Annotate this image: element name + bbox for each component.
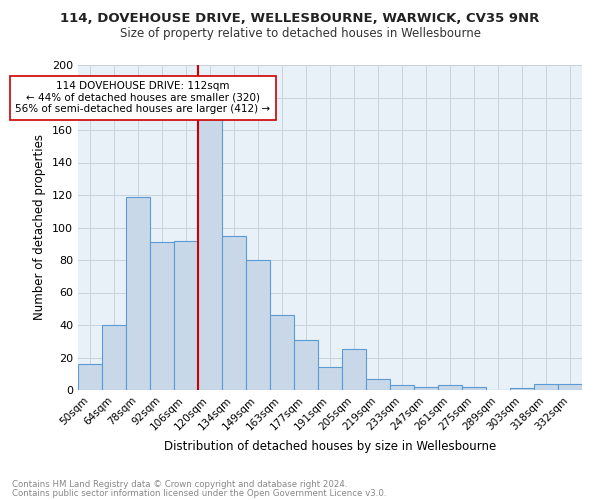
Bar: [150, 242, 174, 390]
Bar: [342, 350, 366, 390]
Y-axis label: Number of detached properties: Number of detached properties: [34, 134, 46, 320]
Text: Size of property relative to detached houses in Wellesbourne: Size of property relative to detached ho…: [119, 28, 481, 40]
Bar: [126, 196, 150, 390]
Bar: [510, 388, 534, 390]
Bar: [318, 367, 342, 390]
Bar: [438, 385, 462, 390]
Bar: [174, 240, 198, 390]
Text: Contains HM Land Registry data © Crown copyright and database right 2024.: Contains HM Land Registry data © Crown c…: [12, 480, 347, 489]
X-axis label: Distribution of detached houses by size in Wellesbourne: Distribution of detached houses by size …: [164, 440, 496, 453]
Text: 114, DOVEHOUSE DRIVE, WELLESBOURNE, WARWICK, CV35 9NR: 114, DOVEHOUSE DRIVE, WELLESBOURNE, WARW…: [61, 12, 539, 26]
Text: 114 DOVEHOUSE DRIVE: 112sqm
← 44% of detached houses are smaller (320)
56% of se: 114 DOVEHOUSE DRIVE: 112sqm ← 44% of det…: [15, 81, 271, 114]
Bar: [534, 384, 558, 390]
Bar: [198, 118, 222, 390]
Bar: [366, 378, 390, 390]
Bar: [294, 340, 318, 390]
Bar: [78, 364, 102, 390]
Bar: [222, 236, 246, 390]
Bar: [102, 325, 126, 390]
Bar: [390, 385, 414, 390]
Bar: [414, 387, 438, 390]
Bar: [462, 387, 486, 390]
Bar: [246, 260, 270, 390]
Bar: [558, 384, 582, 390]
Text: Contains public sector information licensed under the Open Government Licence v3: Contains public sector information licen…: [12, 489, 386, 498]
Bar: [270, 316, 294, 390]
